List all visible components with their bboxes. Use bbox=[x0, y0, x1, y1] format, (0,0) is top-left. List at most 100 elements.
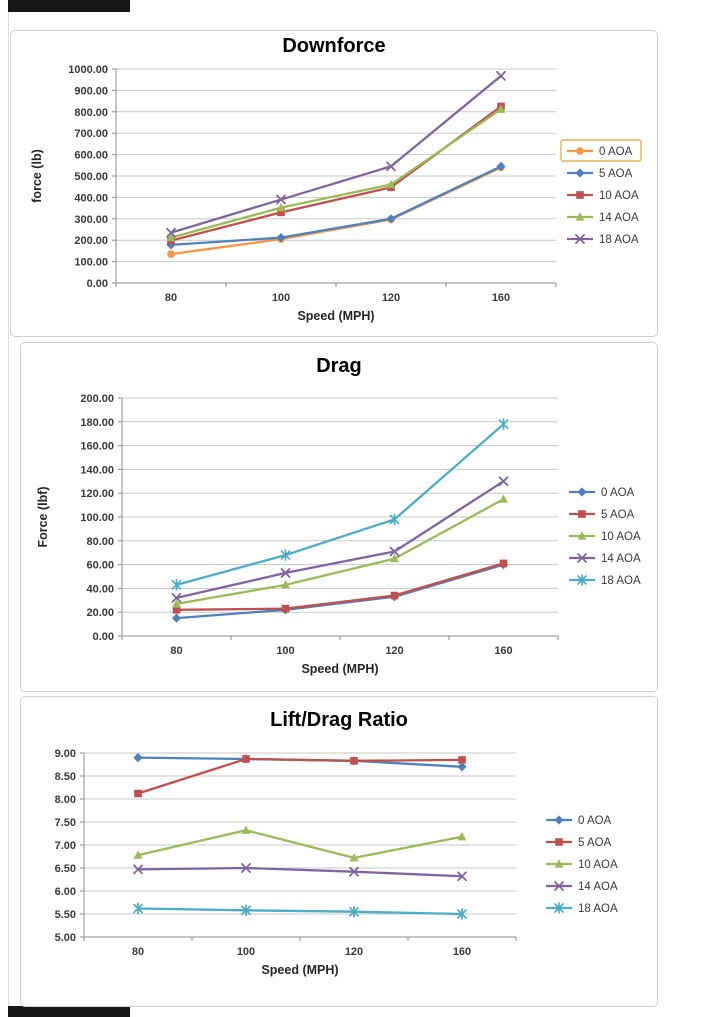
x-marker bbox=[349, 866, 359, 877]
legend-entry-10-aoa[interactable]: 10 AOA bbox=[546, 859, 618, 871]
legend-entry-14-aoa[interactable]: 14 AOA bbox=[567, 212, 639, 224]
diamond-marker bbox=[457, 762, 467, 772]
legend-label: 5 AOA bbox=[599, 168, 633, 180]
x-marker bbox=[498, 476, 509, 487]
x-tick-label: 120 bbox=[345, 946, 363, 958]
asterisk-marker bbox=[457, 908, 467, 920]
legend-label: 0 AOA bbox=[578, 815, 612, 827]
y-tick-label: 100.00 bbox=[74, 257, 108, 269]
triangle-marker bbox=[166, 232, 176, 242]
series-line-5-aoa[interactable] bbox=[136, 757, 464, 795]
legend-label: 5 AOA bbox=[601, 509, 635, 521]
legend-entry-5-aoa[interactable]: 5 AOA bbox=[567, 168, 633, 180]
x-marker bbox=[575, 234, 585, 244]
downforce-chart: 0.00 100.00 200.00 300.00 400.00 500.00 600.00… bbox=[30, 64, 642, 323]
legend-label: 10 AOA bbox=[599, 190, 639, 202]
square-marker bbox=[350, 757, 358, 765]
triangle-marker bbox=[172, 599, 181, 608]
y-tick-label: 5.00 bbox=[55, 932, 76, 944]
downforce-chart-panel[interactable]: Downforce 0.00 100.00 200.00 300.00 400.00 50… bbox=[10, 30, 658, 337]
diamond-marker bbox=[386, 214, 396, 224]
y-tick-label: 6.50 bbox=[55, 863, 76, 875]
asterisk-marker bbox=[349, 905, 359, 918]
square-marker bbox=[242, 755, 250, 763]
square-marker bbox=[277, 208, 285, 217]
legend-selection-box bbox=[560, 139, 642, 162]
drag-chart: 0.00 20.00 40.00 60.00 80.00 100.00 120.00 140.… bbox=[36, 393, 641, 676]
x-tick-label: 160 bbox=[453, 946, 471, 958]
series-line-14-aoa[interactable] bbox=[136, 866, 464, 878]
square-marker bbox=[578, 510, 586, 518]
series-line-5-aoa[interactable] bbox=[175, 562, 505, 611]
diamond-marker bbox=[496, 161, 506, 171]
y-tick-label: 8.50 bbox=[55, 771, 76, 783]
x-marker bbox=[241, 863, 251, 873]
y-tick-label: 600.00 bbox=[74, 150, 108, 162]
lift-drag-ratio-chart: 5.00 5.50 6.00 6.50 7.00 7.50 8.00 8.50 9.00 80 10… bbox=[55, 748, 618, 977]
x-tick-label: 100 bbox=[276, 645, 294, 657]
triangle-marker bbox=[390, 553, 399, 563]
series-line-18-aoa[interactable] bbox=[136, 907, 464, 916]
legend-entry-5-aoa[interactable]: 5 AOA bbox=[546, 837, 612, 849]
circle-marker bbox=[576, 147, 584, 155]
y-tick-label: 120.00 bbox=[80, 488, 114, 500]
legend-entry-14-aoa[interactable]: 14 AOA bbox=[569, 553, 641, 565]
x-tick-label: 80 bbox=[170, 645, 182, 657]
triangle-marker bbox=[457, 831, 467, 841]
series-line-14-aoa[interactable] bbox=[175, 480, 505, 600]
series-line-10-aoa[interactable] bbox=[136, 829, 464, 860]
asterisk-marker bbox=[280, 549, 291, 561]
x-axis-title: Speed (MPH) bbox=[261, 963, 338, 977]
square-marker bbox=[172, 606, 181, 614]
y-tick-label: 300.00 bbox=[74, 214, 108, 226]
triangle-marker bbox=[281, 580, 290, 589]
triangle-marker bbox=[241, 825, 251, 834]
diamond-marker bbox=[554, 815, 564, 825]
legend-entry-0-aoa[interactable]: 0 AOA bbox=[546, 815, 612, 827]
legend-entry-10-aoa[interactable]: 10 AOA bbox=[569, 531, 641, 543]
y-tick-label: 160.00 bbox=[80, 441, 114, 453]
y-tick-label: 900.00 bbox=[74, 85, 108, 97]
y-tick-label: 0.00 bbox=[93, 631, 114, 643]
x-marker bbox=[133, 864, 143, 875]
square-marker bbox=[390, 591, 399, 600]
x-tick-label: 100 bbox=[237, 946, 255, 958]
asterisk-marker bbox=[389, 513, 400, 526]
diamond-marker bbox=[133, 753, 143, 763]
legend-entry-5-aoa[interactable]: 5 AOA bbox=[569, 509, 635, 521]
series-line-10-aoa[interactable] bbox=[175, 498, 505, 606]
bottom-dark-cell bbox=[8, 1006, 130, 1017]
asterisk-marker bbox=[171, 578, 182, 591]
legend-entry-0-aoa[interactable]: 0 AOA bbox=[569, 487, 635, 499]
drag-chart-panel[interactable]: Drag 0.00 20.00 40.00 60.00 80.00 100.00 120.0… bbox=[20, 342, 658, 692]
y-tick-label: 800.00 bbox=[74, 107, 108, 119]
diamond-marker bbox=[276, 233, 286, 243]
y-tick-label: 20.00 bbox=[86, 607, 114, 619]
legend-label: 0 AOA bbox=[601, 487, 635, 499]
lift-drag-ratio-chart-panel[interactable]: Lift/Drag Ratio 5.00 5.50 6.00 6.50 7.00 7.50… bbox=[20, 696, 658, 1007]
y-tick-label: 200.00 bbox=[80, 393, 114, 405]
square-marker bbox=[134, 789, 142, 798]
x-tick-label: 80 bbox=[132, 946, 144, 958]
x-marker bbox=[276, 194, 286, 205]
x-marker bbox=[554, 881, 564, 891]
legend-entry-14-aoa[interactable]: 14 AOA bbox=[546, 881, 618, 893]
series-line-14-aoa[interactable] bbox=[169, 108, 503, 239]
series-line-10-aoa[interactable] bbox=[169, 105, 503, 242]
y-tick-label: 5.50 bbox=[55, 909, 76, 921]
series-line-18-aoa[interactable] bbox=[169, 74, 503, 234]
series-line-18-aoa[interactable] bbox=[175, 423, 505, 586]
x-tick-label: 80 bbox=[165, 292, 177, 304]
asterisk-marker bbox=[498, 418, 509, 431]
x-marker bbox=[389, 546, 400, 557]
legend-entry-18-aoa[interactable]: 18 AOA bbox=[546, 902, 618, 915]
top-dark-cell bbox=[8, 0, 130, 12]
y-tick-label: 7.50 bbox=[55, 817, 76, 829]
series-line-5-aoa[interactable] bbox=[169, 165, 503, 247]
legend-entry-18-aoa[interactable]: 18 AOA bbox=[569, 574, 641, 587]
y-axis-title: Force (lbf) bbox=[36, 486, 50, 547]
legend-entry-10-aoa[interactable]: 10 AOA bbox=[567, 190, 639, 202]
square-marker bbox=[555, 838, 563, 846]
legend-entry-0-aoa[interactable]: 0 AOA bbox=[560, 139, 642, 162]
legend-entry-18-aoa[interactable]: 18 AOA bbox=[567, 234, 639, 246]
